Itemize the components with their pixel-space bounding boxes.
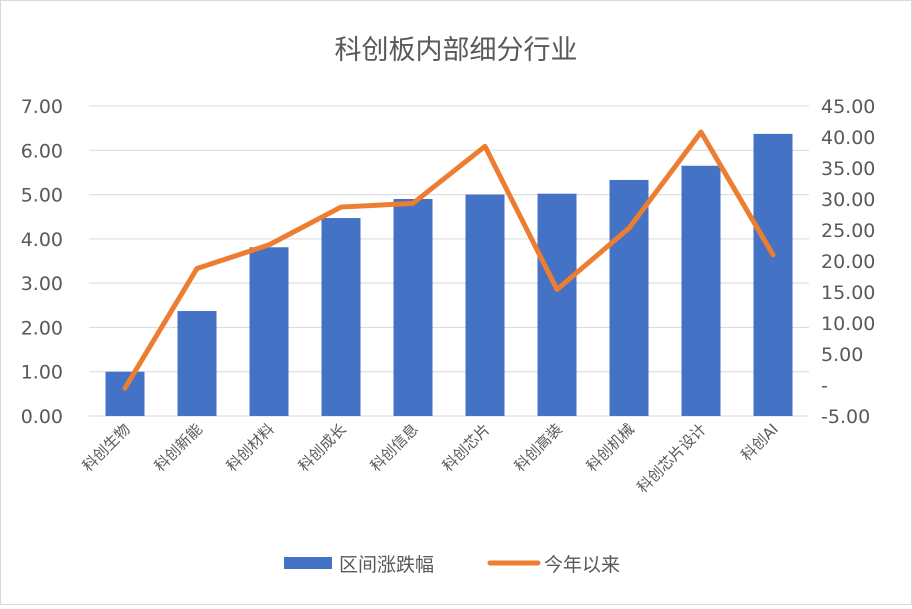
right-tick-label: - <box>821 375 828 397</box>
right-tick-label: 35.00 <box>821 158 875 180</box>
x-axis-labels: 科创生物科创新能科创材料科创成长科创信息科创芯片科创高装科创机械科创芯片设计科创… <box>79 420 782 496</box>
bar <box>466 195 505 416</box>
left-tick-label: 0.00 <box>21 406 63 428</box>
x-tick-label: 科创机械 <box>583 420 638 475</box>
bar <box>178 311 217 416</box>
bar <box>322 218 361 416</box>
right-tick-label: 30.00 <box>821 189 875 211</box>
right-tick-label: -5.00 <box>821 406 870 428</box>
bar <box>754 134 793 416</box>
x-tick-label: 科创材料 <box>223 420 278 475</box>
legend: 区间涨跌幅 今年以来 <box>284 554 620 576</box>
x-tick-label: 科创信息 <box>367 420 422 475</box>
right-tick-label: 20.00 <box>821 251 875 273</box>
right-axis: -5.00-5.0010.0015.0020.0025.0030.0035.00… <box>821 96 875 428</box>
left-tick-label: 5.00 <box>21 185 63 207</box>
right-tick-label: 40.00 <box>821 127 875 149</box>
right-tick-label: 45.00 <box>821 96 875 118</box>
left-tick-label: 1.00 <box>21 362 63 384</box>
legend-swatch-bar <box>284 557 332 569</box>
right-tick-label: 5.00 <box>821 344 863 366</box>
x-tick-label: 科创生物 <box>79 420 134 475</box>
line-series <box>125 132 773 388</box>
x-tick-label: 科创新能 <box>151 420 206 475</box>
bar <box>250 247 289 416</box>
bar <box>394 199 433 416</box>
left-axis: 0.00 1.00 2.00 3.00 4.00 5.00 6.00 7.00 <box>21 96 63 428</box>
right-tick-label: 10.00 <box>821 313 875 335</box>
x-tick-label: 科创AI <box>738 420 782 464</box>
bar <box>682 166 721 416</box>
right-tick-label: 25.00 <box>821 220 875 242</box>
bar <box>106 372 145 416</box>
x-tick-label: 科创高装 <box>511 420 566 475</box>
left-tick-label: 2.00 <box>21 317 63 339</box>
left-tick-label: 3.00 <box>21 273 63 295</box>
x-tick-label: 科创成长 <box>295 420 350 475</box>
left-tick-label: 4.00 <box>21 229 63 251</box>
bar <box>610 180 649 416</box>
left-tick-label: 7.00 <box>21 96 63 118</box>
bar <box>538 194 577 416</box>
left-tick-label: 6.00 <box>21 140 63 162</box>
line-path <box>125 132 773 388</box>
x-tick-label: 科创芯片设计 <box>633 420 709 496</box>
legend-label-bar: 区间涨跌幅 <box>339 554 434 576</box>
chart-title: 科创板内部细分行业 <box>335 35 578 66</box>
x-tick-label: 科创芯片 <box>439 420 494 475</box>
right-tick-label: 15.00 <box>821 282 875 304</box>
legend-label-line: 今年以来 <box>544 554 620 576</box>
